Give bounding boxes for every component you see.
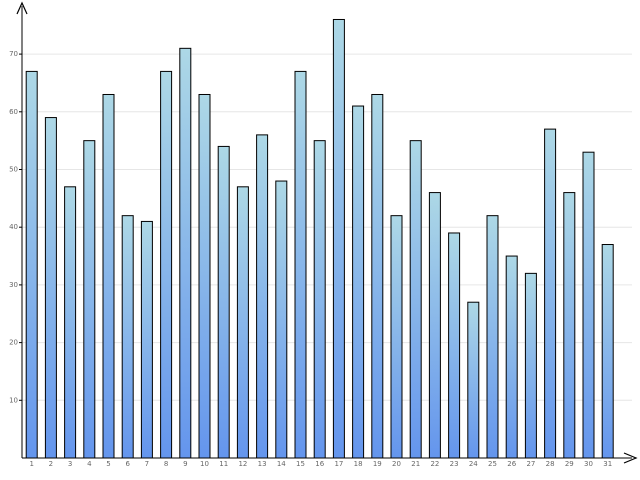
bar-19: [371, 93, 384, 459]
x-axis-arrow-icon: [623, 452, 638, 464]
x-tick-label: 14: [277, 460, 286, 468]
x-axis-tick-labels: 1 2 3 4 5 6 7 8 9 10 11 12 13 14 15 16 17 18 19 20 21 22 23 24 2…: [29, 460, 612, 468]
bar-26: [505, 255, 518, 459]
y-axis-arrow-icon: [16, 1, 28, 15]
x-tick-label: 10: [200, 460, 209, 468]
bar-13: [256, 134, 269, 459]
y-tick-label: 30: [9, 281, 18, 289]
bar-22: [428, 192, 441, 459]
bar-3: [64, 186, 77, 459]
y-tick-label: 60: [9, 108, 18, 116]
y-tick-label: 50: [9, 166, 18, 174]
x-tick-label: 27: [526, 460, 535, 468]
x-tick-label: 7: [145, 460, 149, 468]
x-tick-label: 9: [183, 460, 187, 468]
bar-8: [160, 70, 173, 459]
x-tick-label: 29: [565, 460, 574, 468]
x-tick-label: 6: [125, 460, 130, 468]
x-tick-label: 30: [584, 460, 593, 468]
bar-12: [236, 186, 249, 459]
x-tick-label: 22: [430, 460, 439, 468]
y-tick-label: 70: [9, 50, 18, 58]
x-tick-label: 18: [354, 460, 363, 468]
bar-16: [313, 140, 326, 459]
x-tick-label: 23: [450, 460, 459, 468]
bar-10: [198, 93, 211, 459]
bar-24: [467, 301, 480, 459]
bar-29: [563, 192, 576, 459]
y-axis-tick-labels: 10 20 30 40 50 60 70: [9, 50, 18, 404]
x-tick-label: 16: [315, 460, 324, 468]
x-tick-label: 28: [546, 460, 555, 468]
bar-28: [544, 128, 557, 459]
x-tick-label: 1: [29, 460, 33, 468]
bar-7: [140, 220, 153, 459]
bar-20: [390, 215, 403, 459]
bar-27: [524, 272, 537, 459]
y-tick-label: 10: [9, 396, 18, 404]
x-tick-label: 19: [373, 460, 382, 468]
x-tick-label: 8: [164, 460, 168, 468]
bar-17: [332, 18, 345, 459]
y-tick-label: 20: [9, 339, 18, 347]
y-tick-label: 40: [9, 223, 18, 231]
bar-23: [448, 232, 461, 459]
bar-30: [582, 151, 595, 459]
x-tick-label: 13: [258, 460, 267, 468]
bar-9: [179, 47, 192, 459]
bar-21: [409, 140, 422, 459]
x-tick-label: 20: [392, 460, 401, 468]
x-tick-label: 3: [68, 460, 72, 468]
bar-14: [275, 180, 288, 459]
bar-2: [44, 117, 57, 459]
x-tick-label: 21: [411, 460, 420, 468]
bar-4: [83, 140, 96, 459]
bar-11: [217, 145, 230, 459]
x-tick-label: 25: [488, 460, 497, 468]
x-tick-label: 15: [296, 460, 305, 468]
x-tick-label: 5: [106, 460, 110, 468]
bar-6: [121, 215, 134, 459]
x-tick-label: 31: [603, 460, 612, 468]
bar-1: [25, 70, 38, 459]
x-tick-label: 11: [219, 460, 228, 468]
x-tick-label: 17: [334, 460, 343, 468]
bar-25: [486, 215, 499, 459]
bar-31: [601, 244, 614, 459]
x-tick-label: 24: [469, 460, 478, 468]
x-tick-label: 12: [238, 460, 247, 468]
x-tick-label: 2: [49, 460, 53, 468]
bar-5: [102, 93, 115, 459]
x-tick-label: 26: [507, 460, 516, 468]
x-tick-label: 4: [87, 460, 92, 468]
bars: [25, 18, 614, 459]
bar-15: [294, 70, 307, 459]
bar-18: [352, 105, 365, 459]
